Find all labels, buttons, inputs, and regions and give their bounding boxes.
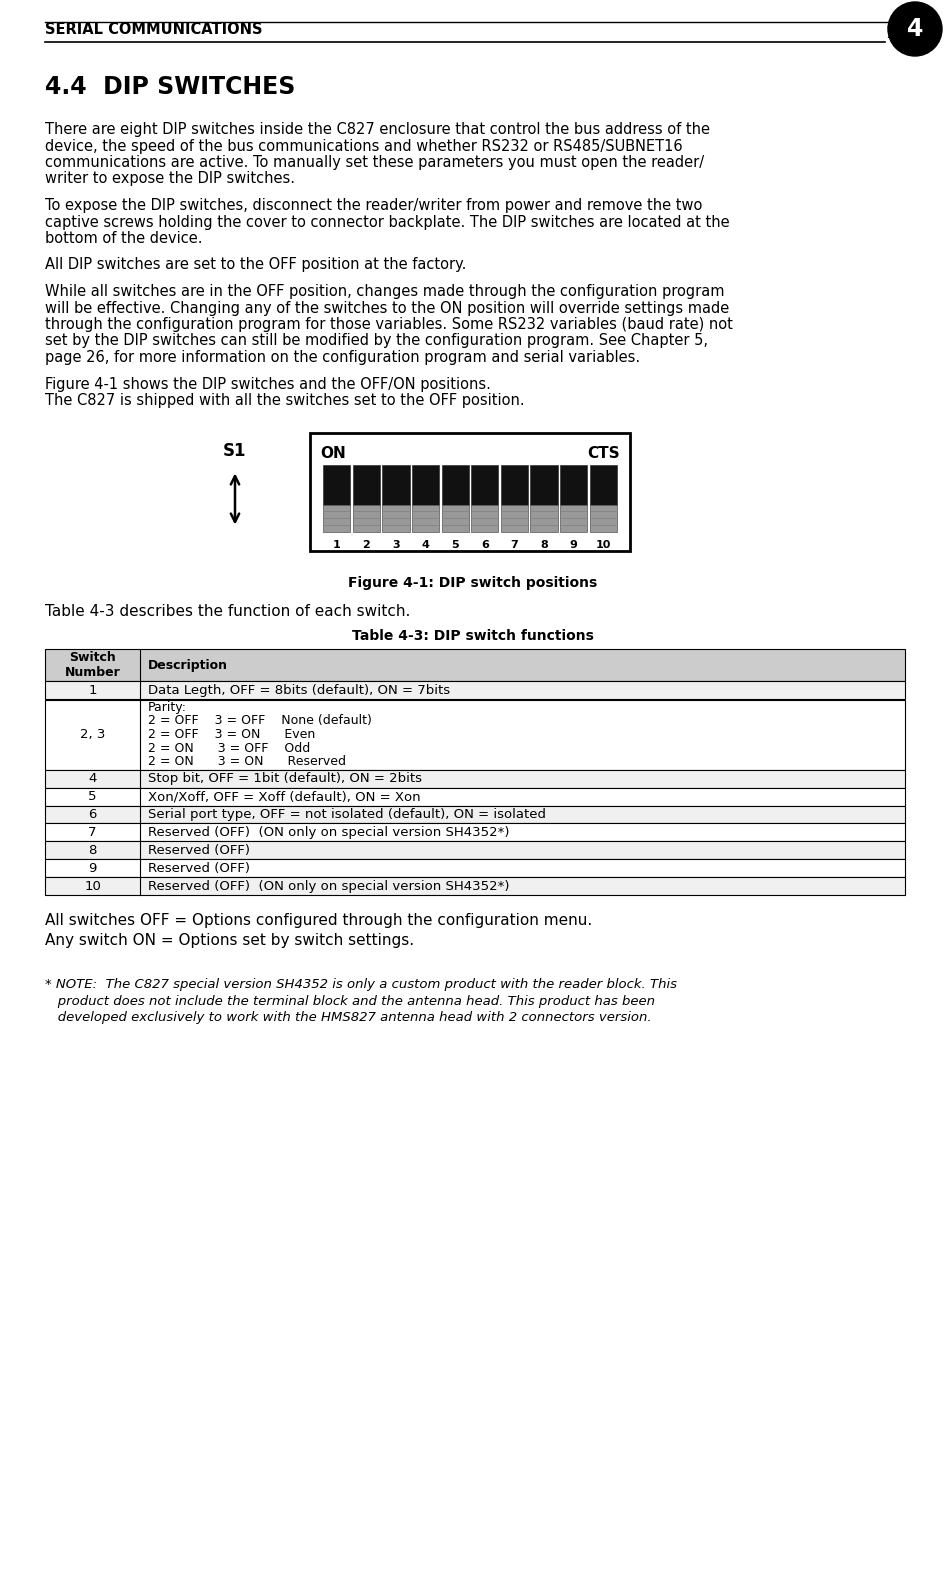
FancyBboxPatch shape <box>45 823 905 842</box>
FancyBboxPatch shape <box>310 433 630 551</box>
Text: 10: 10 <box>596 540 611 551</box>
FancyBboxPatch shape <box>353 464 380 505</box>
Text: developed exclusively to work with the HMS827 antenna head with 2 connectors ver: developed exclusively to work with the H… <box>45 1012 652 1025</box>
Text: 8: 8 <box>540 540 548 551</box>
Text: Data Legth, OFF = 8bits (default), ON = 7bits: Data Legth, OFF = 8bits (default), ON = … <box>148 685 450 697</box>
FancyBboxPatch shape <box>412 505 439 532</box>
Text: CTS: CTS <box>587 445 620 461</box>
Text: Serial port type, OFF = not isolated (default), ON = isolated: Serial port type, OFF = not isolated (de… <box>148 807 546 822</box>
Text: Reserved (OFF): Reserved (OFF) <box>148 844 250 856</box>
Text: product does not include the terminal block and the antenna head. This product h: product does not include the terminal bl… <box>45 995 655 1007</box>
Text: 4: 4 <box>421 540 430 551</box>
Text: Reserved (OFF)  (ON only on special version SH4352*): Reserved (OFF) (ON only on special versi… <box>148 826 509 839</box>
Text: 10: 10 <box>84 880 101 892</box>
Text: 2, 3: 2, 3 <box>80 729 105 741</box>
Text: captive screws holding the cover to connector backplate. The DIP switches are lo: captive screws holding the cover to conn… <box>45 214 729 230</box>
Text: 2 = ON      3 = ON      Reserved: 2 = ON 3 = ON Reserved <box>148 756 346 768</box>
FancyBboxPatch shape <box>530 505 558 532</box>
Text: 5: 5 <box>452 540 459 551</box>
Text: 6: 6 <box>481 540 489 551</box>
Text: The C827 is shipped with all the switches set to the OFF position.: The C827 is shipped with all the switche… <box>45 394 525 408</box>
Text: All DIP switches are set to the OFF position at the factory.: All DIP switches are set to the OFF posi… <box>45 258 466 272</box>
Text: While all switches are in the OFF position, changes made through the configurati: While all switches are in the OFF positi… <box>45 283 724 299</box>
Text: 4: 4 <box>907 17 923 41</box>
Text: 2 = OFF    3 = OFF    None (default): 2 = OFF 3 = OFF None (default) <box>148 715 372 727</box>
FancyBboxPatch shape <box>383 464 409 505</box>
FancyBboxPatch shape <box>45 859 905 877</box>
Text: 15: 15 <box>885 27 905 41</box>
Text: Table 4-3 describes the function of each switch.: Table 4-3 describes the function of each… <box>45 603 410 619</box>
Text: ON: ON <box>320 445 346 461</box>
Text: SERIAL COMMUNICATIONS: SERIAL COMMUNICATIONS <box>45 22 262 38</box>
FancyBboxPatch shape <box>472 505 498 532</box>
Text: will be effective. Changing any of the switches to the ON position will override: will be effective. Changing any of the s… <box>45 301 729 315</box>
FancyBboxPatch shape <box>560 464 587 505</box>
Text: writer to expose the DIP switches.: writer to expose the DIP switches. <box>45 172 295 186</box>
Text: Any switch ON = Options set by switch settings.: Any switch ON = Options set by switch se… <box>45 933 414 949</box>
FancyBboxPatch shape <box>501 464 527 505</box>
Text: set by the DIP switches can still be modified by the configuration program. See : set by the DIP switches can still be mod… <box>45 334 708 348</box>
Text: through the configuration program for those variables. Some RS232 variables (bau: through the configuration program for th… <box>45 316 733 332</box>
Text: Parity:: Parity: <box>148 700 187 715</box>
FancyBboxPatch shape <box>590 464 616 505</box>
Text: 9: 9 <box>88 863 97 875</box>
Text: 2 = ON      3 = OFF    Odd: 2 = ON 3 = OFF Odd <box>148 741 311 754</box>
Text: Reserved (OFF): Reserved (OFF) <box>148 863 250 875</box>
Text: device, the speed of the bus communications and whether RS232 or RS485/SUBNET16: device, the speed of the bus communicati… <box>45 139 683 154</box>
FancyBboxPatch shape <box>530 464 558 505</box>
FancyBboxPatch shape <box>45 877 905 896</box>
Text: 2: 2 <box>363 540 370 551</box>
Text: Table 4-3: DIP switch functions: Table 4-3: DIP switch functions <box>352 630 594 644</box>
Text: 9: 9 <box>570 540 578 551</box>
Text: 6: 6 <box>88 807 97 822</box>
FancyBboxPatch shape <box>45 699 905 770</box>
FancyBboxPatch shape <box>441 464 469 505</box>
Text: There are eight DIP switches inside the C827 enclosure that control the bus addr: There are eight DIP switches inside the … <box>45 123 710 137</box>
Text: bottom of the device.: bottom of the device. <box>45 231 203 246</box>
Text: 1: 1 <box>88 685 97 697</box>
Text: 7: 7 <box>88 826 97 839</box>
FancyBboxPatch shape <box>441 505 469 532</box>
Text: Reserved (OFF)  (ON only on special version SH4352*): Reserved (OFF) (ON only on special versi… <box>148 880 509 892</box>
FancyBboxPatch shape <box>45 650 905 682</box>
Text: 4: 4 <box>88 771 97 785</box>
FancyBboxPatch shape <box>323 464 350 505</box>
Text: page 26, for more information on the configuration program and serial variables.: page 26, for more information on the con… <box>45 349 640 365</box>
FancyBboxPatch shape <box>323 505 350 532</box>
FancyBboxPatch shape <box>472 464 498 505</box>
Text: To expose the DIP switches, disconnect the reader/writer from power and remove t: To expose the DIP switches, disconnect t… <box>45 198 703 212</box>
Text: 4.4  DIP SWITCHES: 4.4 DIP SWITCHES <box>45 76 295 99</box>
Text: 1: 1 <box>333 540 341 551</box>
FancyBboxPatch shape <box>45 787 905 806</box>
FancyBboxPatch shape <box>501 505 527 532</box>
FancyBboxPatch shape <box>590 505 616 532</box>
FancyBboxPatch shape <box>45 770 905 787</box>
FancyBboxPatch shape <box>45 806 905 823</box>
Text: 7: 7 <box>510 540 518 551</box>
Text: 8: 8 <box>88 844 97 856</box>
Text: S1: S1 <box>223 442 247 461</box>
FancyBboxPatch shape <box>383 505 409 532</box>
Text: 3: 3 <box>392 540 400 551</box>
Circle shape <box>888 2 942 57</box>
FancyBboxPatch shape <box>353 505 380 532</box>
Text: 5: 5 <box>88 790 97 803</box>
Text: All switches OFF = Options configured through the configuration menu.: All switches OFF = Options configured th… <box>45 913 592 929</box>
Text: Description: Description <box>148 660 228 672</box>
Text: Stop bit, OFF = 1bit (default), ON = 2bits: Stop bit, OFF = 1bit (default), ON = 2bi… <box>148 771 422 785</box>
Text: Figure 4-1 shows the DIP switches and the OFF/ON positions.: Figure 4-1 shows the DIP switches and th… <box>45 376 491 392</box>
Text: * NOTE:  The C827 special version SH4352 is only a custom product with the reade: * NOTE: The C827 special version SH4352 … <box>45 979 677 992</box>
FancyBboxPatch shape <box>560 505 587 532</box>
FancyBboxPatch shape <box>45 682 905 699</box>
FancyBboxPatch shape <box>45 842 905 859</box>
Text: Figure 4-1: DIP switch positions: Figure 4-1: DIP switch positions <box>348 576 598 590</box>
Text: communications are active. To manually set these parameters you must open the re: communications are active. To manually s… <box>45 154 705 170</box>
FancyBboxPatch shape <box>412 464 439 505</box>
Text: 2 = OFF    3 = ON      Even: 2 = OFF 3 = ON Even <box>148 729 315 741</box>
Text: Switch
Number: Switch Number <box>64 652 120 680</box>
Text: Xon/Xoff, OFF = Xoff (default), ON = Xon: Xon/Xoff, OFF = Xoff (default), ON = Xon <box>148 790 420 803</box>
